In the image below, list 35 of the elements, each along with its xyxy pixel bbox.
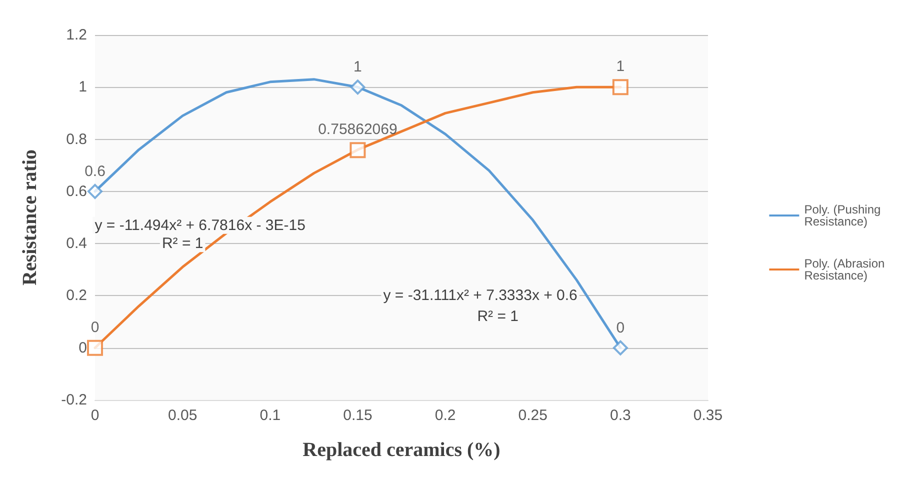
x-tick-label: 0.05 bbox=[168, 407, 198, 424]
legend-label: Poly. (Pushing Resistance) bbox=[804, 202, 884, 228]
y-axis-title: Resistance ratio bbox=[19, 149, 41, 286]
x-tick-label: 0 bbox=[90, 407, 100, 424]
x-tick-label: 0.3 bbox=[610, 407, 631, 424]
point bbox=[350, 142, 366, 158]
x-tick-label: 0.2 bbox=[434, 407, 456, 424]
annotation: R² = 1 bbox=[477, 308, 518, 326]
y-tick-label: 0.4 bbox=[66, 235, 87, 252]
point bbox=[87, 340, 103, 356]
x-tick-label: 0.1 bbox=[260, 407, 281, 424]
y-tick-label: 0.6 bbox=[66, 182, 87, 200]
y-tick-label: 0.2 bbox=[66, 287, 87, 304]
x-tick-label: 0.15 bbox=[343, 407, 372, 424]
data-label: 0.75862069 bbox=[318, 121, 398, 138]
x-tick-label: 0.35 bbox=[693, 407, 723, 424]
data-label: 0 bbox=[90, 318, 100, 336]
annotation: y = -31.111x² + 7.3333x + 0.6 bbox=[383, 287, 578, 304]
point bbox=[350, 80, 366, 95]
data-label: 1 bbox=[616, 58, 625, 76]
point bbox=[88, 184, 102, 199]
annotation: y = -11.494x² + 6.7816x - 3E-15 bbox=[94, 216, 306, 234]
legend-label: Poly. (Abrasion Resistance) bbox=[804, 256, 888, 282]
y-tick-label: 1.2 bbox=[66, 26, 87, 44]
y-tick-label: 0.8 bbox=[66, 130, 87, 148]
y-tick-label: 1 bbox=[78, 78, 87, 96]
point bbox=[612, 340, 628, 356]
point bbox=[612, 79, 628, 96]
annotation: R² = 1 bbox=[162, 235, 204, 252]
x-tick-label: 0.25 bbox=[518, 407, 548, 424]
y-tick-label: -0.2 bbox=[61, 392, 87, 408]
data-label: 1 bbox=[354, 58, 362, 76]
data-label: 0 bbox=[616, 319, 625, 336]
y-tick-label: 0 bbox=[78, 339, 87, 356]
x-axis-title: Replaced ceramics (%) bbox=[302, 439, 500, 461]
